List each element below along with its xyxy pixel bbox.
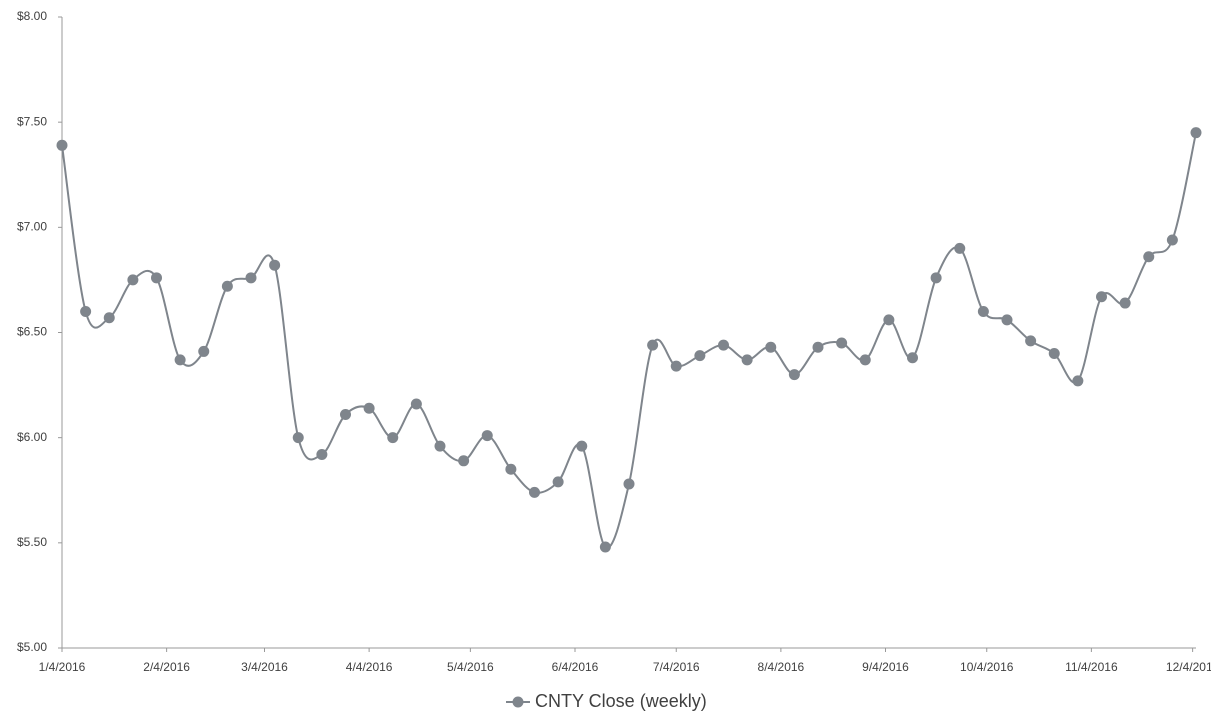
marker xyxy=(127,274,139,286)
x-tick-label: 3/4/2016 xyxy=(241,660,288,674)
x-tick-label: 7/4/2016 xyxy=(653,660,700,674)
marker xyxy=(56,139,68,151)
x-tick-label: 9/4/2016 xyxy=(862,660,909,674)
marker xyxy=(505,463,517,475)
marker xyxy=(292,432,304,444)
marker xyxy=(907,352,918,364)
marker xyxy=(1048,348,1060,360)
marker xyxy=(1072,375,1084,387)
marker xyxy=(529,486,540,498)
marker xyxy=(245,272,257,284)
marker xyxy=(1096,291,1107,303)
marker xyxy=(151,272,162,284)
marker xyxy=(765,341,777,353)
y-tick-label: $7.00 xyxy=(17,220,47,234)
marker xyxy=(340,409,351,421)
marker xyxy=(481,430,493,442)
marker xyxy=(741,354,753,366)
y-tick-label: $8.00 xyxy=(17,9,47,23)
marker xyxy=(1119,297,1131,309)
x-tick-label: 2/4/2016 xyxy=(143,660,190,674)
marker xyxy=(316,448,328,460)
x-tick-label: 5/4/2016 xyxy=(447,660,494,674)
marker xyxy=(103,312,115,324)
marker xyxy=(859,354,871,366)
marker xyxy=(977,305,989,317)
y-tick-label: $6.00 xyxy=(17,430,47,444)
marker xyxy=(647,339,659,351)
marker xyxy=(458,455,470,467)
legend-marker xyxy=(512,696,524,708)
x-tick-label: 6/4/2016 xyxy=(552,660,599,674)
marker xyxy=(1025,335,1037,347)
marker xyxy=(930,272,942,284)
x-tick-label: 4/4/2016 xyxy=(346,660,393,674)
marker xyxy=(836,337,848,349)
y-tick-label: $6.50 xyxy=(17,325,47,339)
marker xyxy=(387,432,399,444)
y-tick-label: $5.50 xyxy=(17,535,47,549)
legend-text: CNTY Close (weekly) xyxy=(535,691,707,711)
marker xyxy=(1143,251,1155,263)
marker xyxy=(599,541,611,553)
marker xyxy=(174,354,186,366)
marker xyxy=(198,345,210,357)
x-tick-label: 8/4/2016 xyxy=(758,660,805,674)
x-tick-label: 11/4/2016 xyxy=(1065,660,1118,674)
y-tick-label: $7.50 xyxy=(17,114,47,128)
marker xyxy=(1190,127,1202,139)
marker xyxy=(788,369,800,381)
marker xyxy=(623,478,635,490)
marker xyxy=(812,341,824,353)
marker xyxy=(670,360,682,372)
x-tick-label: 12/4/2016 xyxy=(1166,660,1211,674)
marker xyxy=(1166,234,1178,246)
y-tick-label: $5.00 xyxy=(17,640,47,654)
marker xyxy=(954,242,966,254)
marker xyxy=(576,440,588,452)
marker xyxy=(221,280,233,292)
marker xyxy=(552,476,564,488)
x-tick-label: 1/4/2016 xyxy=(39,660,86,674)
marker xyxy=(694,350,706,362)
marker xyxy=(80,305,92,317)
marker xyxy=(269,259,281,271)
marker xyxy=(434,440,446,452)
x-tick-label: 10/4/2016 xyxy=(960,660,1014,674)
marker xyxy=(410,398,422,410)
marker xyxy=(363,402,375,414)
marker xyxy=(883,314,895,326)
marker xyxy=(718,339,729,351)
marker xyxy=(1001,314,1013,326)
